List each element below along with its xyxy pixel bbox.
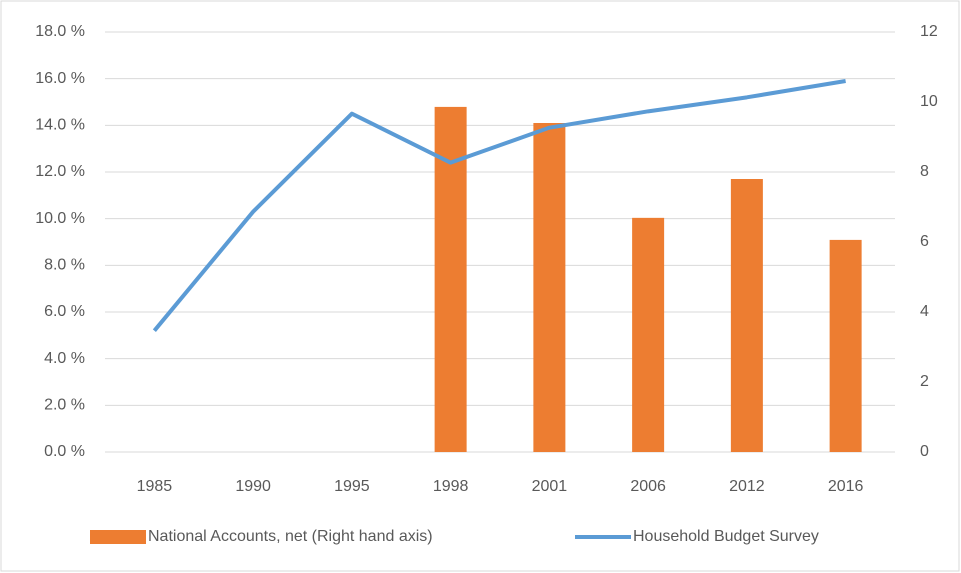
x-tick-label: 2006 bbox=[630, 478, 666, 495]
y-tick-label: 8.0 % bbox=[44, 257, 85, 274]
y-tick-label: 10.0 % bbox=[35, 210, 85, 227]
y-tick-label: 18.0 % bbox=[35, 23, 85, 40]
bar bbox=[632, 217, 665, 452]
bar bbox=[730, 179, 763, 452]
line bbox=[152, 79, 846, 332]
y-tick-label: 14.0 % bbox=[35, 117, 85, 134]
y-tick-label: 12.0 % bbox=[35, 163, 85, 180]
x-tick-label: 1990 bbox=[235, 478, 271, 495]
y2-tick-label: 12 bbox=[920, 23, 938, 40]
y-tick-label: 16.0 % bbox=[35, 70, 85, 87]
x-tick-label: 2001 bbox=[532, 478, 568, 495]
bar bbox=[829, 239, 862, 452]
y-tick-label: 6.0 % bbox=[44, 303, 85, 320]
x-tick-label: 1985 bbox=[137, 478, 173, 495]
y-tick-label: 0.0 % bbox=[44, 443, 85, 460]
y2-tick-label: 6 bbox=[920, 233, 929, 250]
legend-swatch bbox=[90, 530, 146, 544]
legend-label: National Accounts, net (Right hand axis) bbox=[148, 528, 433, 545]
legend-label: Household Budget Survey bbox=[633, 528, 819, 545]
y2-tick-label: 0 bbox=[920, 443, 929, 460]
y2-tick-label: 4 bbox=[920, 303, 929, 320]
x-tick-label: 1998 bbox=[433, 478, 469, 495]
y2-tick-label: 2 bbox=[920, 373, 929, 390]
y-tick-label: 2.0 % bbox=[44, 397, 85, 414]
y2-tick-label: 10 bbox=[920, 93, 938, 110]
y2-tick-label: 8 bbox=[920, 163, 929, 180]
x-tick-label: 2012 bbox=[729, 478, 765, 495]
y-tick-label: 4.0 % bbox=[44, 350, 85, 367]
x-tick-label: 1995 bbox=[334, 478, 370, 495]
bar bbox=[533, 123, 566, 452]
x-tick-label: 2016 bbox=[828, 478, 864, 495]
